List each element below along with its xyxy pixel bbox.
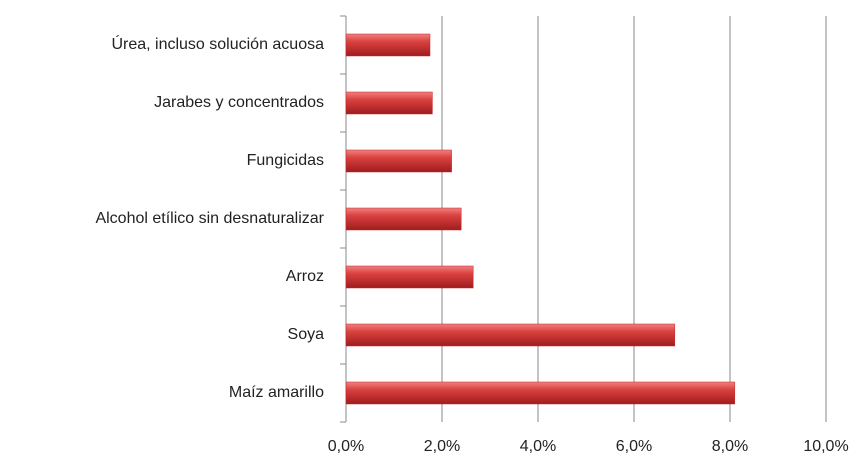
x-tick-label: 4,0% (520, 438, 556, 455)
y-tick-label: Úrea, incluso solución acuosa (111, 34, 324, 53)
bar (345, 207, 462, 231)
y-tick-label: Arroz (286, 268, 324, 285)
y-tick-label: Maíz amarillo (229, 384, 324, 401)
y-tick-label: Jarabes y concentrados (154, 94, 324, 111)
x-tick-label: 0,0% (328, 438, 364, 455)
bar (345, 265, 474, 289)
y-tick-label: Alcohol etílico sin desnaturalizar (95, 210, 324, 227)
bar (345, 149, 452, 173)
bar (345, 33, 431, 57)
bar (345, 381, 736, 405)
y-tick-label: Fungicidas (247, 152, 324, 169)
x-tick-label: 6,0% (616, 438, 652, 455)
x-tick-label: 10,0% (803, 438, 848, 455)
y-tick-label: Soya (288, 326, 325, 343)
bar (345, 323, 676, 347)
x-tick-label: 2,0% (424, 438, 460, 455)
x-tick-label: 8,0% (712, 438, 748, 455)
bar (345, 91, 433, 115)
